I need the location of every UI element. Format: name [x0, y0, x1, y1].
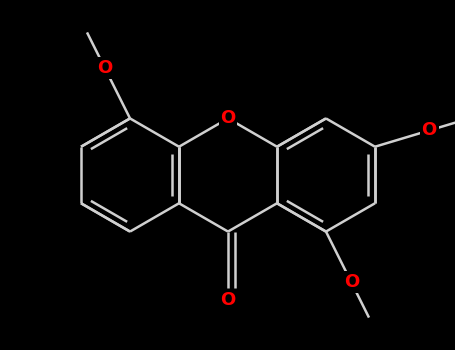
Text: O: O: [220, 110, 236, 127]
Text: O: O: [344, 273, 359, 291]
Text: O: O: [220, 291, 236, 309]
Text: O: O: [97, 59, 112, 77]
Text: O: O: [421, 121, 437, 139]
